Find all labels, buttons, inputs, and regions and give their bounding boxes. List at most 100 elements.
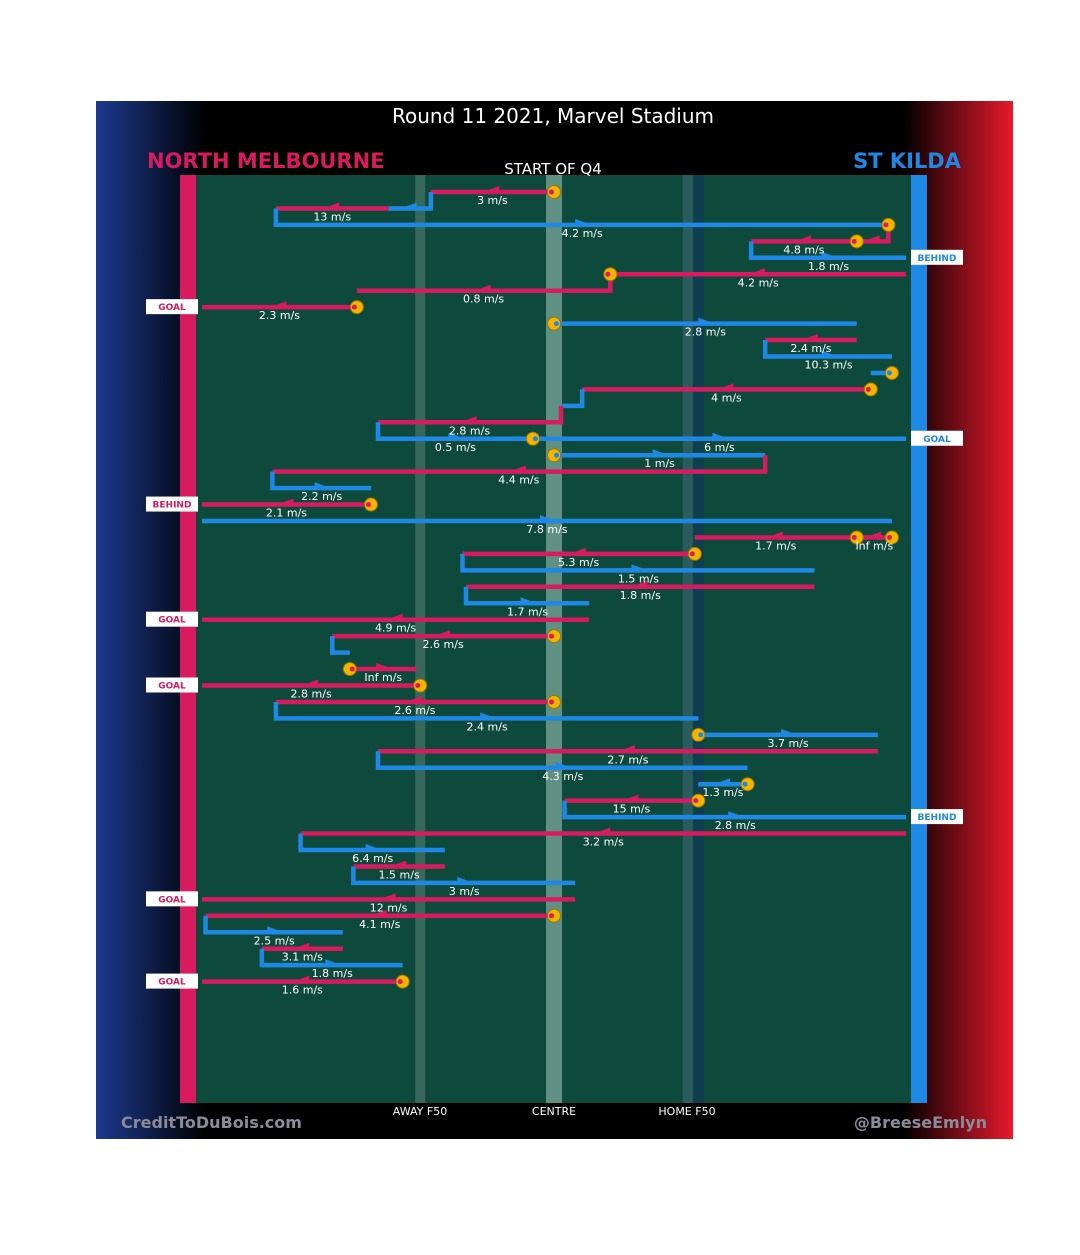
event-badge-bg <box>911 430 963 446</box>
event-badge: GOAL <box>146 299 198 315</box>
speed-label: 4.2 m/s <box>562 227 603 240</box>
chain-arrow <box>323 202 340 211</box>
event-badge-bg <box>146 891 198 907</box>
event-badge: BEHIND <box>146 496 198 512</box>
chain-arrow <box>631 564 648 573</box>
speed-label: Inf m/s <box>364 671 402 684</box>
chain-arrow <box>277 498 294 507</box>
chain-arrow <box>801 334 818 343</box>
speed-label: 1 m/s <box>644 457 675 470</box>
speed-label: 2.3 m/s <box>259 309 300 322</box>
possession-start-dot-core <box>605 271 611 277</box>
speed-label: 4.3 m/s <box>542 770 583 783</box>
speed-label: 1.7 m/s <box>507 605 548 618</box>
possession-start-dot-core <box>851 238 857 244</box>
chain-arrow <box>618 745 635 754</box>
possession-start-dot-core <box>554 452 559 458</box>
chain-arrow <box>698 317 715 326</box>
event-label: BEHIND <box>153 501 192 511</box>
speed-label: 3.7 m/s <box>768 737 809 750</box>
chain-arrow <box>376 663 393 672</box>
speed-label: 2.4 m/s <box>790 342 831 355</box>
chain-segment <box>562 800 906 820</box>
speed-label: 3.1 m/s <box>282 951 323 964</box>
speed-label: 2.8 m/s <box>291 688 332 701</box>
event-badge: GOAL <box>146 973 198 989</box>
possession-start-dot-core <box>549 189 554 195</box>
chain-arrow <box>483 186 500 194</box>
chain-segment <box>375 751 748 770</box>
chain-arrow <box>370 909 387 918</box>
speed-label: 1.5 m/s <box>379 868 420 881</box>
speed-label: 4.2 m/s <box>738 276 779 289</box>
speed-label: 4.9 m/s <box>375 622 416 635</box>
event-badge: GOAL <box>911 430 963 446</box>
possession-chart: 3 m/s 13 m/s 4.2 m/s 4.8 m/s 1.8 m/s 4.2 m/s 0… <box>96 101 1013 1139</box>
x-label-centre: CENTRE <box>532 1105 576 1118</box>
chain-arrow <box>405 695 422 704</box>
possession-start-dot-core <box>883 222 889 228</box>
speed-label: 2.2 m/s <box>301 490 342 503</box>
chain-segment <box>351 866 576 886</box>
speed-label: 2.7 m/s <box>607 753 648 766</box>
event-badge: GOAL <box>146 891 198 907</box>
event-label: GOAL <box>158 895 186 905</box>
chain-arrow <box>302 679 319 688</box>
possession-start-dot-core <box>689 551 695 557</box>
team-right-name: ST KILDA <box>853 149 962 173</box>
chain-arrow <box>520 597 537 606</box>
chain-arrow <box>555 761 572 770</box>
possession-start-dot-core <box>549 699 554 705</box>
possession-start-dot-core <box>886 534 892 540</box>
speed-label: 3 m/s <box>477 194 508 207</box>
event-label: BEHIND <box>918 254 957 264</box>
event-label: BEHIND <box>918 813 957 823</box>
chain-arrow <box>794 235 811 244</box>
chain-segment <box>329 636 350 655</box>
speed-label: 3.2 m/s <box>583 836 624 849</box>
chain-arrow <box>717 383 734 392</box>
possession-start-dot-core <box>886 370 892 376</box>
chain-arrow <box>379 893 396 902</box>
possession-start-dot-core <box>698 732 704 738</box>
speed-label: 4.4 m/s <box>498 474 539 487</box>
event-badge: GOAL <box>146 611 198 627</box>
chain-arrow <box>766 531 783 540</box>
chain-arrow <box>539 515 556 523</box>
chain-segment <box>561 389 585 409</box>
chain-arrow <box>631 580 648 589</box>
left-goal-bar <box>180 175 196 1103</box>
speed-label: 2.6 m/s <box>394 704 435 717</box>
chain-arrow <box>569 547 586 556</box>
chain-arrow <box>821 251 838 260</box>
chain-segment <box>298 833 445 853</box>
possession-start-dot-core <box>742 781 748 787</box>
speed-label: 7.8 m/s <box>526 523 567 536</box>
chain-arrow <box>293 975 310 984</box>
chain-segment <box>203 915 343 935</box>
chain-arrow <box>821 350 838 359</box>
chain-arrow <box>728 811 745 820</box>
chain-arrow <box>480 712 497 721</box>
possession-start-dot-core <box>397 979 403 985</box>
x-label-home-f50: HOME F50 <box>658 1105 715 1118</box>
chain-arrow <box>457 876 474 885</box>
footer-handle: @BreeseEmlyn <box>854 1113 987 1132</box>
speed-label: 2.8 m/s <box>449 424 490 437</box>
speed-label: 4 m/s <box>711 391 742 404</box>
speed-label: 0.8 m/s <box>463 293 504 306</box>
possession-start-dot-core <box>549 913 554 919</box>
x-label-away-f50: AWAY F50 <box>393 1105 447 1118</box>
speed-label: Inf m/s <box>855 539 893 552</box>
chain-arrow <box>365 844 382 852</box>
event-badge-bg <box>911 809 963 825</box>
chain-arrow <box>865 531 882 540</box>
speed-label: 0.5 m/s <box>435 441 476 454</box>
speed-label: 4.8 m/s <box>783 243 824 256</box>
speed-label: 2.8 m/s <box>715 819 756 832</box>
possession-start-dot-core <box>365 502 371 508</box>
event-badge: GOAL <box>146 677 198 693</box>
chart-title: Round 11 2021, Marvel Stadium <box>392 104 714 128</box>
speed-label: 1.3 m/s <box>702 786 743 799</box>
chain-arrow <box>460 416 477 425</box>
